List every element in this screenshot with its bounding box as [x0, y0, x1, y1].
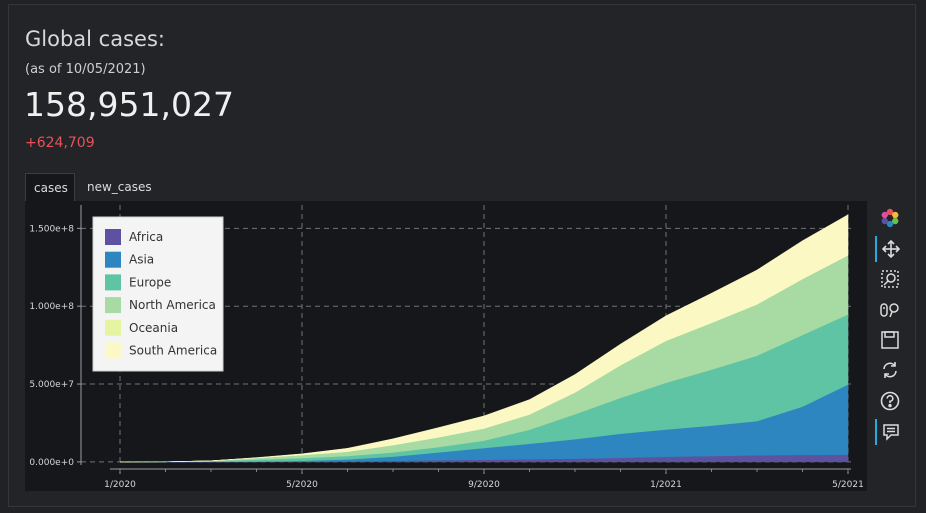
bokeh-logo-icon[interactable] — [875, 205, 905, 231]
y-tick-label: 0.000e+0 — [29, 458, 74, 468]
y-tick-label: 1.500e+8 — [29, 224, 74, 234]
legend-label: North America — [129, 298, 216, 312]
x-tick-label: 5/2021 — [832, 480, 864, 490]
total-cases: 158,951,027 — [24, 85, 234, 124]
tab-cases[interactable]: cases — [25, 173, 75, 201]
x-tick-label: 1/2021 — [650, 480, 682, 490]
legend-swatch — [105, 274, 121, 291]
tab-new-cases[interactable]: new_cases — [87, 180, 152, 194]
legend-label: Europe — [129, 275, 171, 289]
area-south-america — [119, 214, 849, 463]
legend-label: South America — [129, 344, 217, 358]
wheel-zoom-icon[interactable] — [875, 297, 905, 323]
hover-icon[interactable] — [875, 419, 905, 445]
x-tick-label: 5/2020 — [286, 480, 318, 490]
help-icon[interactable] — [875, 388, 905, 414]
legend-label: Asia — [129, 253, 154, 267]
legend-swatch — [105, 297, 121, 314]
stacked-area-chart[interactable]: 0.000e+0 5.000e+7 1.000e+8 1.500e+8 1/2020 5/… — [25, 201, 867, 491]
legend-swatch — [105, 342, 121, 359]
legend-label: Africa — [129, 230, 163, 244]
card-title: Global cases: — [25, 27, 165, 51]
new-cases-delta: +624,709 — [25, 135, 95, 151]
as-of-date: (as of 10/05/2021) — [25, 62, 146, 77]
legend-swatch — [105, 229, 121, 245]
save-icon[interactable] — [875, 327, 905, 353]
box-zoom-icon[interactable] — [875, 266, 905, 292]
chart-panel[interactable]: 0.000e+0 5.000e+7 1.000e+8 1.500e+8 1/2020 5/… — [25, 201, 867, 491]
legend-label: Oceania — [129, 321, 178, 335]
x-tick-label: 1/2020 — [104, 480, 136, 490]
legend-swatch — [105, 251, 121, 268]
legend-swatch — [105, 319, 121, 336]
x-tick-label: 9/2020 — [468, 480, 500, 490]
pan-icon[interactable] — [875, 236, 905, 262]
global-cases-card: Global cases: (as of 10/05/2021) 158,951… — [8, 4, 916, 507]
reset-icon[interactable] — [875, 357, 905, 383]
y-tick-label: 1.000e+8 — [29, 302, 74, 312]
y-tick-label: 5.000e+7 — [29, 380, 74, 390]
